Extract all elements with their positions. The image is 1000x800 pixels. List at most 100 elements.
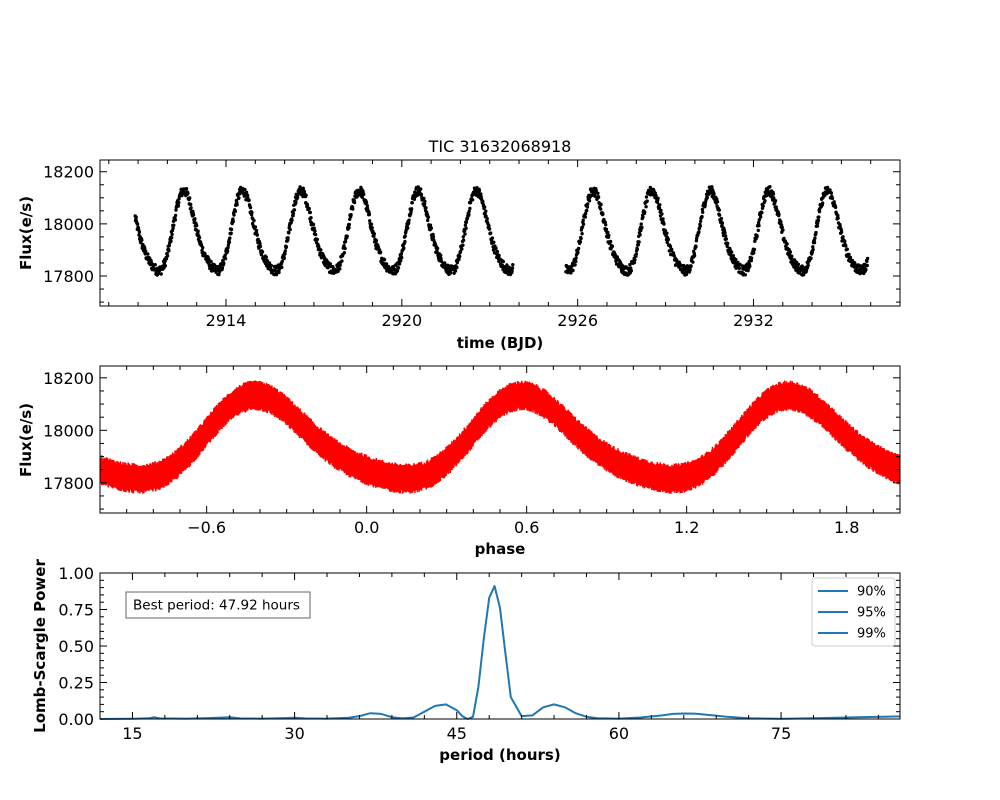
lightcurve-point xyxy=(608,239,613,244)
lightcurve-point xyxy=(167,243,171,248)
lightcurve-point xyxy=(174,208,178,212)
lightcurve-point xyxy=(465,216,470,221)
lightcurve-point xyxy=(336,269,340,274)
lightcurve-point xyxy=(505,263,509,267)
lightcurve-point xyxy=(169,239,173,244)
periodogram-xtick-label: 45 xyxy=(447,724,467,743)
lightcurve-point xyxy=(574,256,578,260)
lightcurve-point xyxy=(463,229,467,233)
lightcurve-point xyxy=(510,269,514,273)
lightcurve-point xyxy=(688,268,692,272)
lightcurve-point xyxy=(809,256,813,260)
lightcurve-point xyxy=(347,226,351,230)
lightcurve-point xyxy=(352,200,357,205)
lightcurve-point xyxy=(734,257,738,262)
lightcurve-point xyxy=(585,208,589,213)
lightcurve-point xyxy=(173,218,177,222)
lightcurve-point xyxy=(844,244,848,248)
lightcurve-point xyxy=(246,193,250,198)
lightcurve-point xyxy=(422,196,426,201)
lightcurve-point xyxy=(406,226,410,230)
lightcurve-point xyxy=(247,198,251,202)
lightcurve-point xyxy=(717,208,721,212)
lightcurve-point xyxy=(188,196,192,200)
lightcurve-point xyxy=(231,219,235,224)
phase-ylabel: Flux(e/s) xyxy=(17,403,35,477)
lightcurve-point xyxy=(587,199,592,203)
lightcurve-point xyxy=(583,211,588,216)
lightcurve-point xyxy=(367,212,372,217)
lightcurve-point xyxy=(431,235,436,239)
lightcurve-point xyxy=(290,218,294,222)
lightcurve-point xyxy=(228,236,232,240)
lightcurve-point xyxy=(400,256,404,260)
lightcurve-point xyxy=(288,227,292,232)
lightcurve-point xyxy=(461,238,466,242)
phase-xtick-label: 0.0 xyxy=(354,518,379,537)
lightcurve-point xyxy=(283,252,287,256)
phase-xlabel: phase xyxy=(475,540,526,558)
lightcurve-point xyxy=(384,262,389,266)
lightcurve-point xyxy=(164,257,169,261)
lightcurve-point xyxy=(720,221,725,225)
lightcurve-point xyxy=(845,247,849,251)
lightcurve-point xyxy=(753,239,757,243)
lightcurve-point xyxy=(825,185,830,190)
lightcurve-point xyxy=(159,272,163,276)
lightcurve-point xyxy=(140,238,144,242)
lightcurve-point xyxy=(501,259,505,264)
lightcurve-point xyxy=(458,254,462,258)
lightcurve-point xyxy=(135,222,140,226)
lightcurve-point xyxy=(368,219,372,223)
lightcurve-point xyxy=(578,240,583,244)
lightcurve-point xyxy=(189,202,193,207)
lightcurve-point xyxy=(510,266,515,270)
lightcurve-point xyxy=(569,271,573,275)
lightcurve-point xyxy=(365,206,370,211)
lightcurve-ytick-label: 18200 xyxy=(43,163,94,182)
lightcurve-point xyxy=(691,260,695,264)
chart-title: TIC 31632068918 xyxy=(428,137,572,156)
lightcurve-point xyxy=(574,259,578,264)
lightcurve-point xyxy=(726,241,730,246)
lightcurve-point xyxy=(738,262,742,267)
lightcurve-point xyxy=(229,231,233,235)
lightcurve-point xyxy=(633,258,637,262)
lightcurve-point xyxy=(788,250,792,254)
lightcurve-point xyxy=(235,203,239,207)
lightcurve-point xyxy=(220,266,225,270)
lightcurve-point xyxy=(458,249,463,254)
annotation-text: Best period: 47.92 hours xyxy=(133,598,300,614)
lightcurve-point xyxy=(307,206,311,211)
lightcurve-point xyxy=(292,208,297,212)
lightcurve-point xyxy=(601,212,605,216)
lightcurve-point xyxy=(571,268,575,273)
lightcurve-point xyxy=(755,234,759,239)
lightcurve-point xyxy=(461,243,465,247)
lightcurve-point xyxy=(737,266,741,270)
lightcurve-point xyxy=(260,250,265,254)
periodogram-ytick-label: 0.75 xyxy=(58,601,94,620)
lightcurve-point xyxy=(759,215,763,219)
lightcurve-point xyxy=(422,202,427,206)
lightcurve-point xyxy=(313,232,318,237)
annotation-box xyxy=(125,591,311,619)
phase-band xyxy=(100,380,900,494)
lightcurve-xtick-label: 2926 xyxy=(557,311,598,330)
lightcurve-point xyxy=(345,234,349,238)
lightcurve-point xyxy=(838,224,842,228)
lightcurve-point xyxy=(785,242,789,246)
lightcurve-point xyxy=(581,218,585,222)
lightcurve-point xyxy=(397,262,402,266)
lightcurve-point xyxy=(689,264,693,268)
lightcurve-plot-frame xyxy=(99,159,901,307)
lightcurve-point xyxy=(484,209,488,213)
lightcurve-point xyxy=(382,258,387,262)
lightcurve-point xyxy=(829,191,834,195)
lightcurve-point xyxy=(193,217,197,221)
lightcurve-point xyxy=(661,217,665,221)
lightcurve-point xyxy=(648,185,652,190)
lightcurve-point xyxy=(836,213,840,218)
lightcurve-point xyxy=(725,244,729,249)
